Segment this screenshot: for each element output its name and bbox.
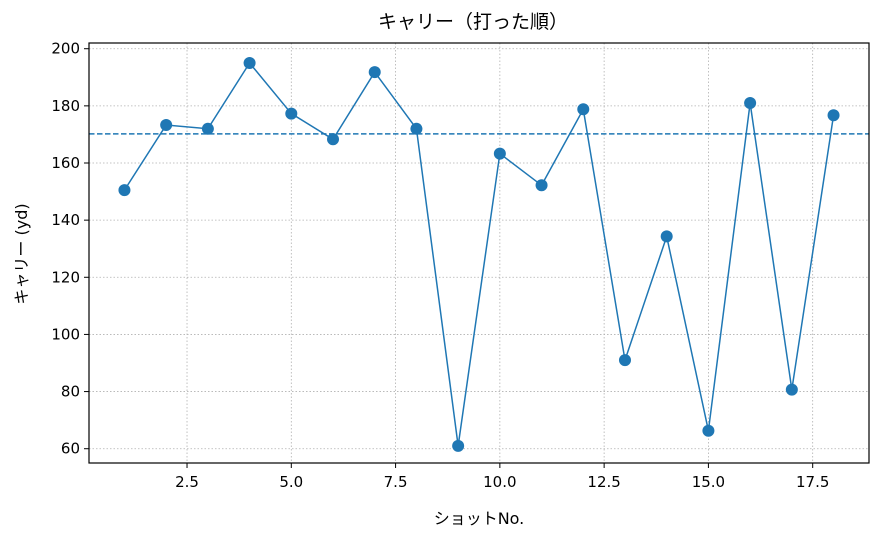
data-point — [493, 147, 506, 160]
x-axis-ticks: 2.5 5.0 7.5 10.0 12.5 15.0 17.5 — [175, 463, 829, 491]
y-tick-label: 60 — [61, 440, 80, 458]
axes — [88, 42, 870, 464]
plot-frame — [88, 42, 870, 464]
data-point — [201, 122, 214, 135]
y-tick-label: 120 — [51, 268, 80, 286]
data-point — [285, 107, 298, 120]
data-point — [618, 354, 631, 367]
y-tick-label: 160 — [51, 154, 80, 172]
data-point — [160, 119, 173, 131]
data-point — [410, 122, 423, 135]
data-point — [118, 184, 131, 197]
x-tick-label: 10.0 — [483, 473, 516, 491]
y-tick-label: 100 — [51, 325, 80, 343]
data-point — [785, 383, 798, 396]
data-point — [243, 57, 256, 69]
data-point — [577, 103, 590, 116]
data-point — [327, 133, 340, 146]
chart-title: キャリー（打った順） — [378, 11, 568, 33]
y-tick-label: 180 — [51, 97, 80, 115]
y-axis-ticks: 60 80 100 120 140 160 180 200 — [51, 40, 89, 458]
series-line — [123, 61, 835, 446]
y-axis-label: キャリー (yd) — [12, 203, 31, 304]
y-tick-label: 140 — [51, 211, 80, 229]
data-point — [744, 97, 757, 109]
data-point — [452, 439, 465, 452]
x-tick-label: 7.5 — [384, 473, 408, 491]
data-point — [660, 230, 673, 243]
series-group — [118, 57, 840, 452]
y-tick-label: 200 — [51, 40, 80, 58]
x-axis-label: ショットNo. — [434, 509, 525, 528]
x-tick-label: 17.5 — [796, 473, 829, 491]
data-point — [368, 66, 381, 79]
x-tick-label: 15.0 — [692, 473, 725, 491]
data-point — [702, 424, 715, 437]
y-tick-label: 80 — [61, 383, 80, 401]
grid — [89, 43, 869, 463]
x-tick-label: 5.0 — [279, 473, 303, 491]
x-tick-label: 12.5 — [587, 473, 620, 491]
data-point — [535, 179, 548, 192]
x-tick-label: 2.5 — [175, 473, 199, 491]
data-point — [827, 109, 840, 122]
